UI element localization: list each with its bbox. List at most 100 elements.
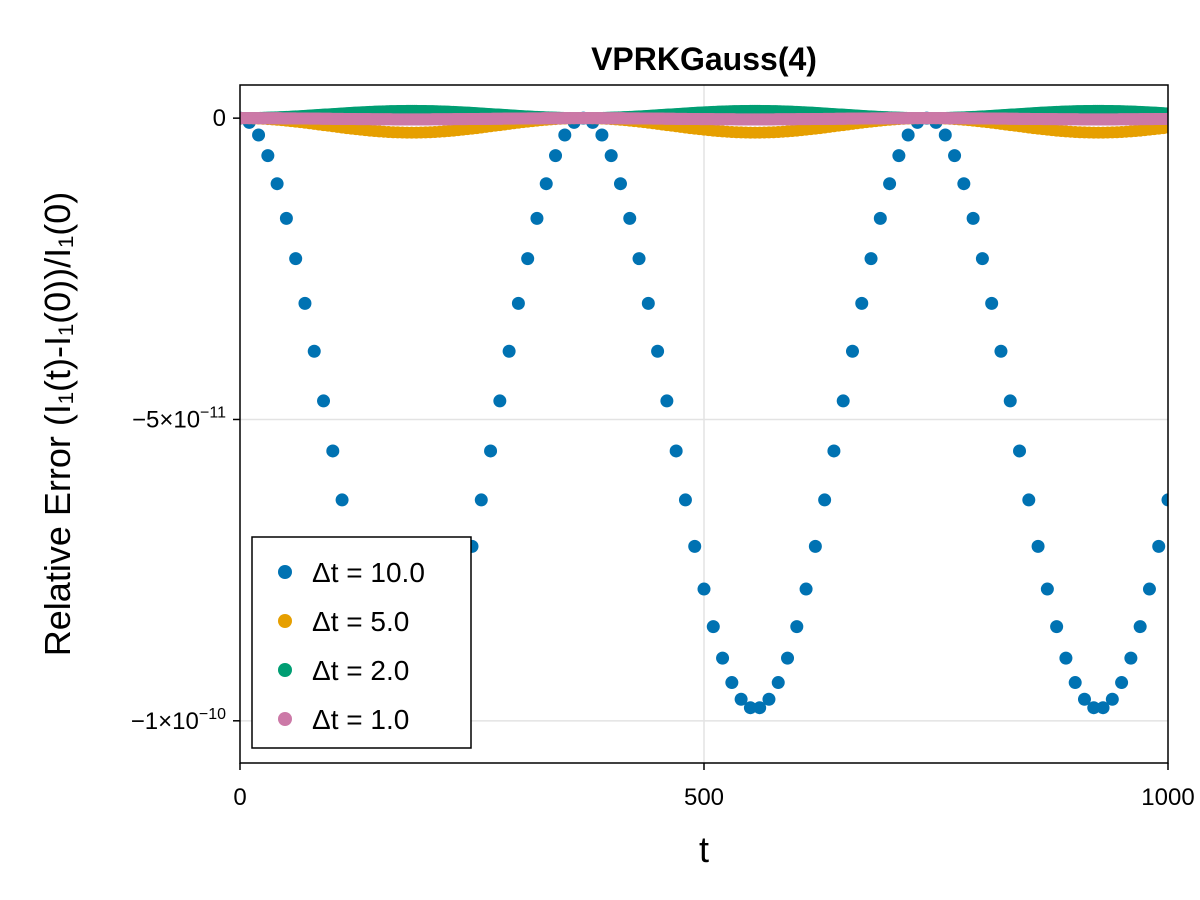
data-point [975, 252, 989, 266]
legend-label: Δt = 2.0 [312, 655, 409, 686]
data-point [298, 296, 312, 310]
x-tick-label: 0 [233, 784, 246, 811]
data-point [623, 211, 637, 225]
data-point [771, 676, 785, 690]
data-point [678, 493, 692, 507]
data-point [1133, 620, 1147, 634]
series-layer [240, 104, 1168, 715]
data-point [892, 149, 906, 163]
legend-marker [278, 663, 292, 677]
data-point [938, 128, 952, 142]
x-tick-label: 1000 [1141, 784, 1194, 811]
data-point [873, 211, 887, 225]
legend-marker [278, 712, 292, 726]
data-point [1031, 539, 1045, 553]
data-point [948, 149, 962, 163]
data-point [799, 582, 813, 596]
data-point [539, 177, 553, 191]
data-point [883, 177, 897, 191]
data-point [697, 582, 711, 596]
data-point [632, 252, 646, 266]
legend-label: Δt = 5.0 [312, 606, 409, 637]
data-point [317, 394, 331, 408]
data-point [595, 128, 609, 142]
y-tick-label: −1×10−10 [131, 706, 226, 735]
y-axis-label: Relative Error (I₁(t)-I₁(0))/I₁(0) [37, 192, 78, 656]
data-point [549, 149, 563, 163]
data-point [604, 149, 618, 163]
data-point [289, 252, 303, 266]
chart-title: VPRKGauss(4) [591, 41, 817, 77]
data-point [957, 177, 971, 191]
y-tick-label: −5×10−11 [132, 404, 226, 433]
data-point [808, 539, 822, 553]
x-tick-label: 500 [684, 784, 724, 811]
data-point [521, 252, 535, 266]
data-point [855, 296, 869, 310]
data-point [762, 692, 776, 706]
y-tick-label: 0 [213, 105, 226, 132]
data-point [1115, 676, 1129, 690]
data-point [1013, 444, 1027, 458]
series-0 [240, 111, 1168, 715]
data-point [493, 394, 507, 408]
data-point [836, 394, 850, 408]
data-point [1003, 394, 1017, 408]
data-point [753, 701, 767, 715]
data-point [484, 444, 498, 458]
data-point [270, 177, 284, 191]
data-point [966, 211, 980, 225]
data-point [901, 128, 915, 142]
data-point [994, 344, 1008, 358]
data-point [1050, 620, 1064, 634]
data-point [326, 444, 340, 458]
data-point [474, 493, 488, 507]
data-point [725, 676, 739, 690]
x-axis-label: t [699, 829, 709, 870]
data-point [1077, 692, 1091, 706]
legend-label: Δt = 10.0 [312, 557, 425, 588]
legend: Δt = 10.0 Δt = 5.0 Δt = 2.0 Δt = 1.0 [251, 536, 472, 749]
data-point [985, 296, 999, 310]
data-point [261, 149, 275, 163]
data-point [558, 128, 572, 142]
data-point [613, 177, 627, 191]
data-point [660, 394, 674, 408]
data-point [641, 296, 655, 310]
data-point [706, 620, 720, 634]
data-point [1022, 493, 1036, 507]
data-point [1162, 112, 1168, 125]
data-point [1142, 582, 1156, 596]
data-point [1087, 701, 1101, 715]
data-point [818, 493, 832, 507]
data-point [530, 211, 544, 225]
data-point [335, 493, 349, 507]
data-point [651, 344, 665, 358]
data-point [864, 252, 878, 266]
data-point [1161, 493, 1168, 507]
data-point [827, 444, 841, 458]
data-point [252, 128, 266, 142]
data-point [307, 344, 321, 358]
data-point [716, 651, 730, 665]
data-point [1096, 701, 1110, 715]
data-point [1152, 539, 1166, 553]
data-point [669, 444, 683, 458]
legend-label: Δt = 1.0 [312, 704, 409, 735]
data-point [511, 296, 525, 310]
data-point [279, 211, 293, 225]
data-point [781, 651, 795, 665]
data-point [1124, 651, 1138, 665]
data-point [734, 692, 748, 706]
data-point [743, 701, 757, 715]
data-point [1105, 692, 1119, 706]
data-point [688, 539, 702, 553]
data-point [1059, 651, 1073, 665]
axis-ticks: 0 500 1000 0 −5×10−11 −1×10−10 [131, 105, 1195, 811]
data-point [1040, 582, 1054, 596]
legend-marker [278, 614, 292, 628]
data-point [845, 344, 859, 358]
data-point [502, 344, 516, 358]
legend-marker [278, 565, 292, 579]
